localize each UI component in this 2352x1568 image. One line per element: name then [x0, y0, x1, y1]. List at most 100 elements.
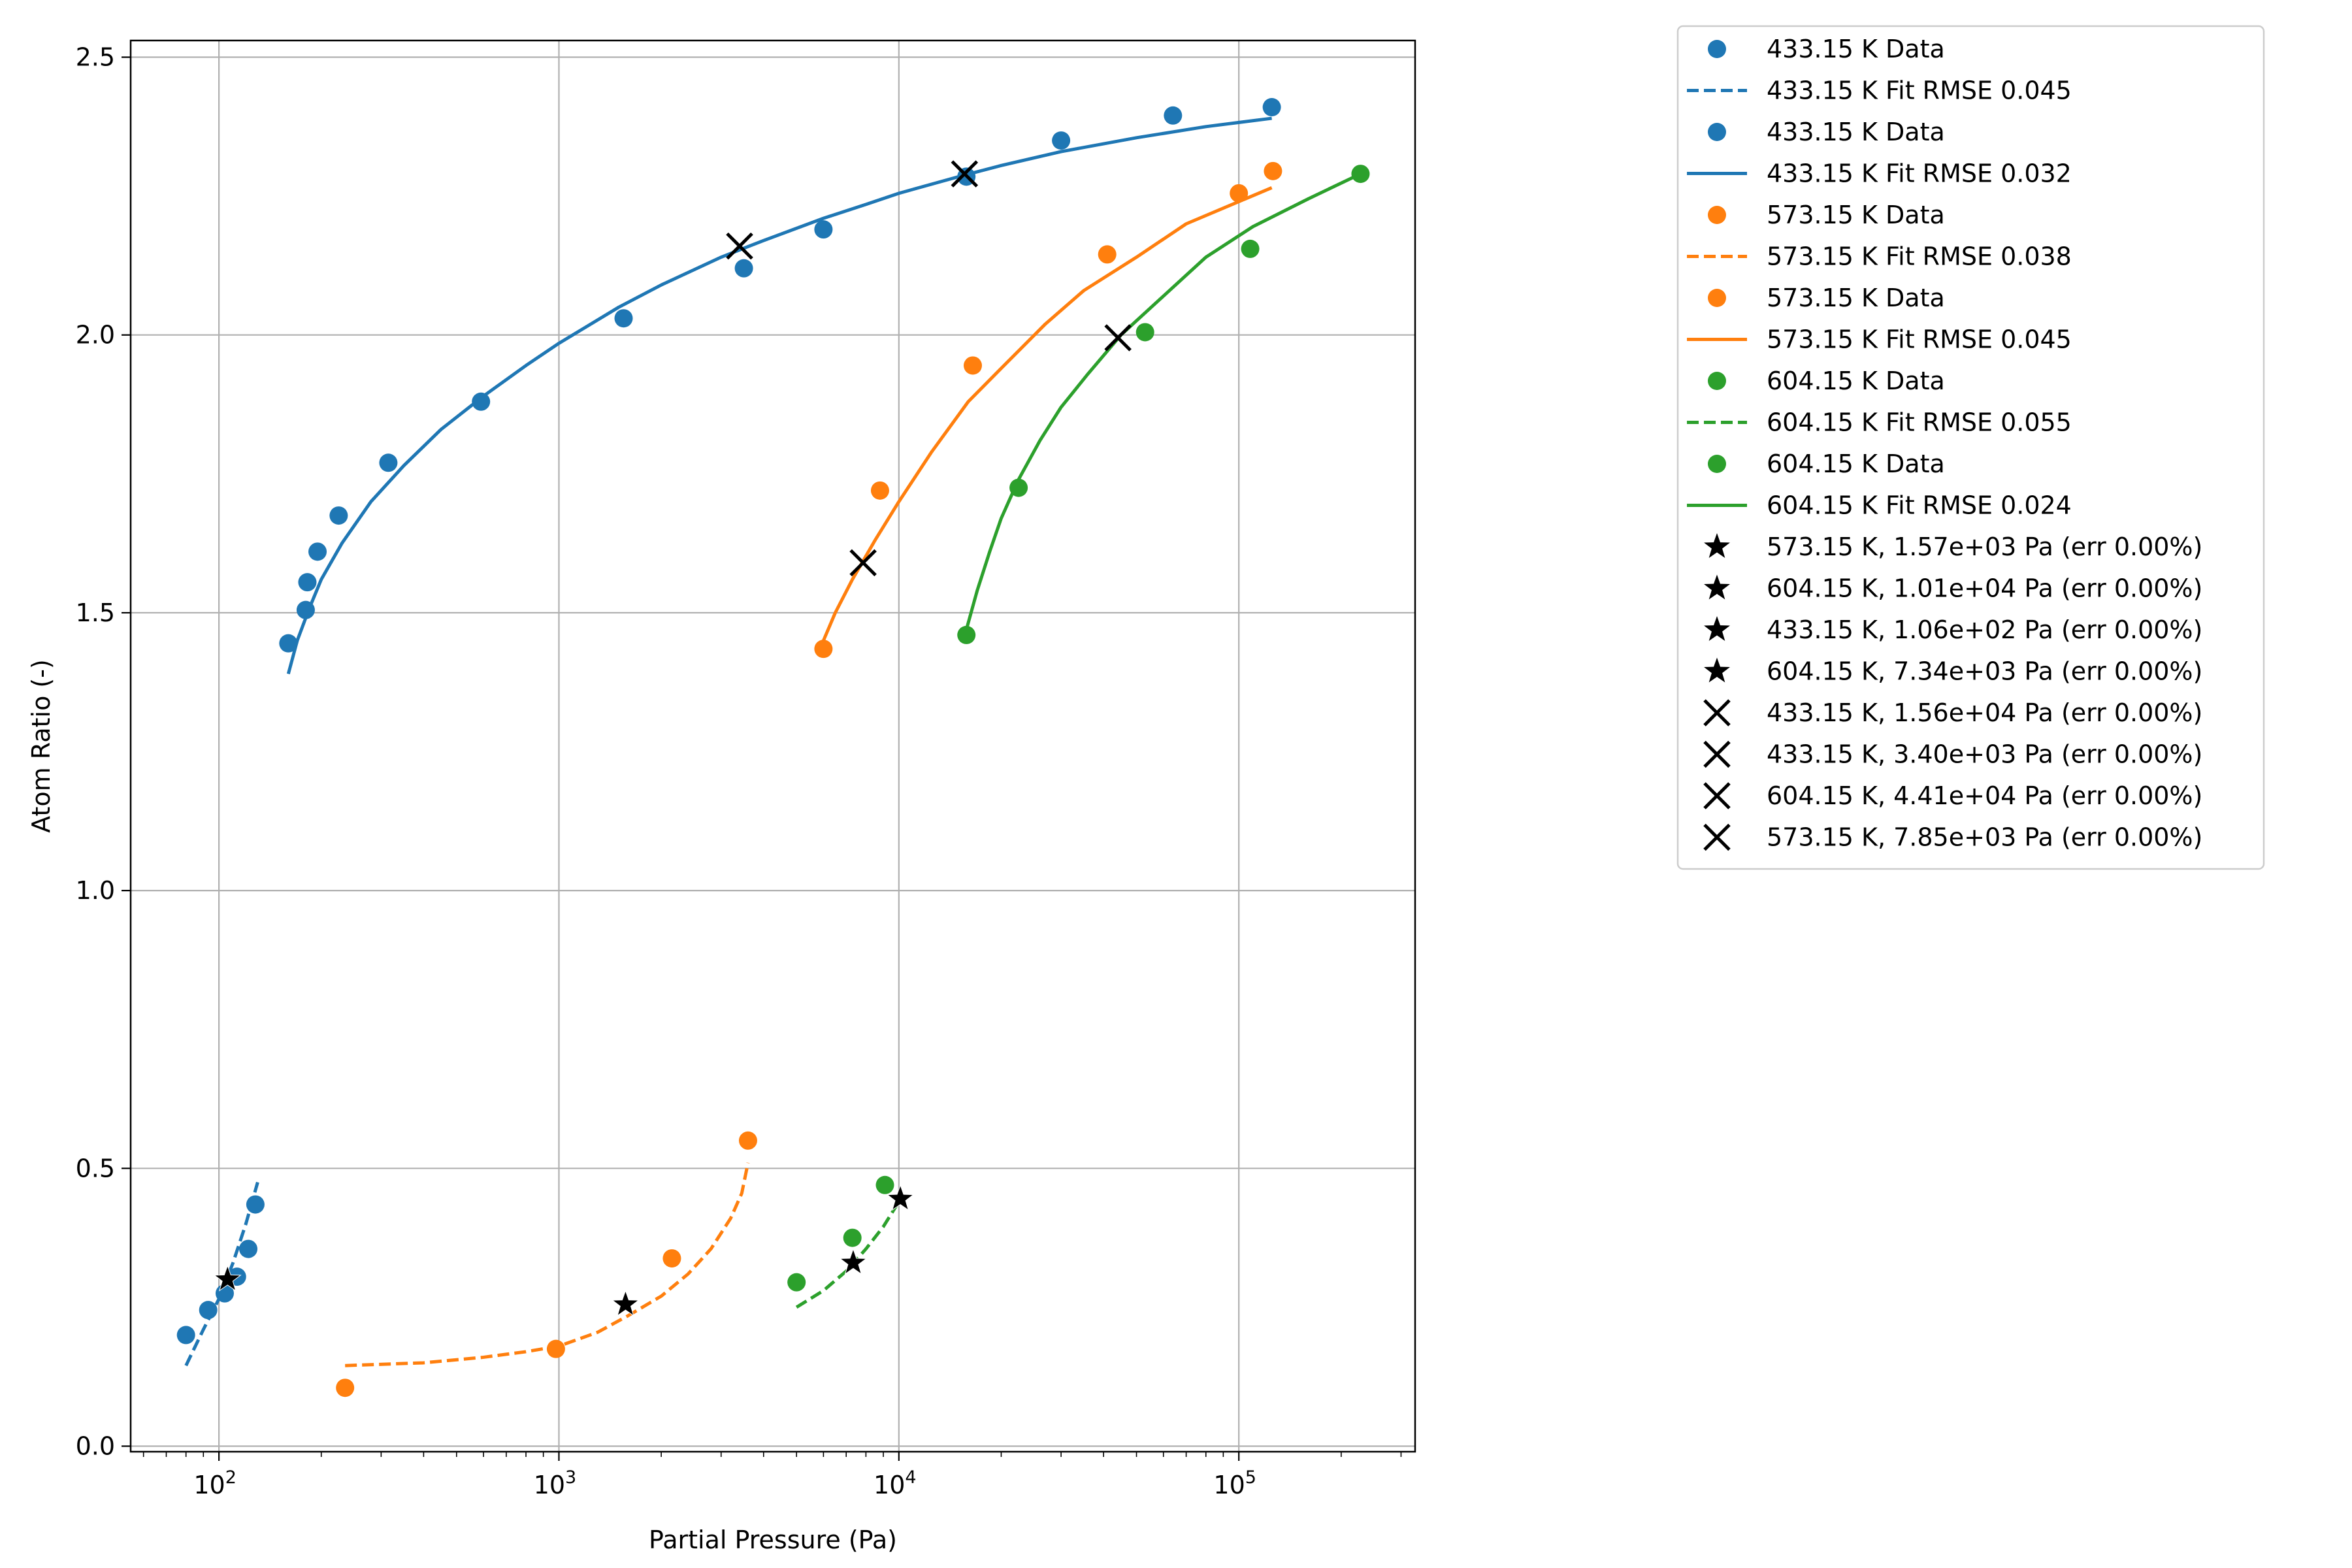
legend-label: 604.15 K, 1.01e+04 Pa (err 0.00%): [1767, 574, 2202, 603]
legend-label: 604.15 K Data: [1767, 367, 1945, 395]
y-tick-label: 1.5: [76, 598, 115, 627]
legend-label: 433.15 K Data: [1767, 118, 1945, 146]
x-marker: [726, 232, 753, 260]
data-point: [336, 1379, 355, 1397]
data-point: [1164, 106, 1183, 125]
series-line: [286, 116, 1272, 675]
data-point: [738, 1131, 757, 1150]
y-tick-label: 2.0: [76, 321, 115, 350]
legend-label: 573.15 K, 7.85e+03 Pa (err 0.00%): [1767, 823, 2202, 852]
plot-area: [176, 98, 1370, 1397]
data-point: [1135, 323, 1154, 342]
star-marker: [213, 1264, 242, 1292]
x-tick-label: 105: [1213, 1467, 1256, 1499]
plot-frame: [129, 39, 1416, 1453]
x-tick-label: 103: [534, 1467, 577, 1499]
x-marker: [951, 160, 979, 188]
y-tick-label: 1.0: [76, 876, 115, 905]
data-point: [176, 1326, 195, 1345]
legend-label: 433.15 K Data: [1767, 35, 1945, 63]
legend: 433.15 K Data 433.15 K Fit RMSE 0.045 433.…: [1676, 25, 2265, 870]
legend-label: 604.15 K, 7.34e+03 Pa (err 0.00%): [1767, 657, 2202, 686]
star-marker: [886, 1184, 915, 1211]
x-marker: [1104, 324, 1132, 351]
data-point: [298, 573, 317, 592]
legend-scatter-icon: [1708, 289, 1726, 307]
series-line: [795, 1200, 900, 1309]
legend-label: 573.15 K Fit RMSE 0.038: [1767, 242, 2072, 271]
legend-label: 433.15 K, 1.56e+04 Pa (err 0.00%): [1767, 698, 2202, 727]
legend-label: 433.15 K Fit RMSE 0.032: [1767, 159, 2072, 188]
y-tick-label: 2.5: [76, 43, 115, 72]
grid: [131, 41, 1415, 1452]
data-point: [843, 1228, 862, 1247]
legend-star-icon: [1704, 616, 1730, 641]
x-axis-label: Partial Pressure (Pa): [649, 1526, 897, 1554]
legend-box: [1676, 25, 2265, 870]
star-marker: [839, 1248, 868, 1275]
legend-star-icon: [1704, 533, 1730, 558]
x-marker: [849, 549, 877, 577]
axis-ticks: 102 103 104 105 0.0 0.5 1.0 1.5 2.0 2.5: [76, 43, 1402, 1499]
series-line: [345, 1162, 750, 1367]
legend-scatter-icon: [1708, 455, 1726, 473]
x-tick-label: 104: [874, 1467, 917, 1499]
data-point: [1264, 161, 1282, 180]
data-point: [957, 625, 976, 644]
data-point: [199, 1301, 218, 1320]
legend-label: 433.15 K, 3.40e+03 Pa (err 0.00%): [1767, 740, 2202, 769]
data-point: [1230, 184, 1249, 203]
data-point: [308, 542, 327, 561]
data-point: [787, 1273, 806, 1292]
legend-label: 604.15 K Data: [1767, 449, 1945, 478]
data-point: [1262, 98, 1281, 117]
data-point: [870, 481, 889, 500]
legend-label: 433.15 K Fit RMSE 0.045: [1767, 76, 2072, 105]
legend-x-icon: [1703, 740, 1731, 768]
legend-star-icon: [1704, 574, 1730, 600]
legend-label: 573.15 K Fit RMSE 0.045: [1767, 325, 2072, 354]
data-point: [246, 1195, 265, 1214]
series-line: [964, 172, 1362, 630]
data-point: [546, 1339, 565, 1358]
legend-x-icon: [1703, 699, 1731, 727]
data-point: [814, 220, 833, 239]
data-point: [296, 600, 315, 619]
legend-label: 604.15 K, 4.41e+04 Pa (err 0.00%): [1767, 781, 2202, 810]
y-tick-label: 0.0: [76, 1431, 115, 1460]
legend-label: 604.15 K Fit RMSE 0.024: [1767, 491, 2072, 520]
data-point: [239, 1239, 258, 1258]
legend-label: 573.15 K Data: [1767, 201, 1945, 229]
data-point: [329, 506, 348, 525]
y-axis-label: Atom Ratio (-): [27, 659, 56, 833]
data-point: [1009, 478, 1028, 497]
data-point: [1351, 165, 1370, 184]
data-point: [1052, 131, 1071, 150]
legend-x-icon: [1703, 782, 1731, 809]
legend-label: 573.15 K Data: [1767, 284, 1945, 312]
legend-star-icon: [1704, 657, 1730, 683]
legend-scatter-icon: [1708, 123, 1726, 141]
data-point: [1241, 239, 1260, 258]
legend-scatter-icon: [1708, 40, 1726, 58]
data-point: [662, 1249, 681, 1268]
legend-label: 573.15 K, 1.57e+03 Pa (err 0.00%): [1767, 532, 2202, 561]
data-point: [963, 356, 982, 375]
data-point: [379, 453, 398, 472]
data-point: [614, 309, 633, 328]
series-line: [184, 1181, 259, 1367]
series-line: [822, 186, 1273, 642]
data-point: [279, 634, 298, 653]
star-marker: [612, 1290, 640, 1316]
legend-label: 604.15 K Fit RMSE 0.055: [1767, 408, 2072, 437]
legend-x-icon: [1703, 823, 1731, 851]
x-tick-label: 102: [193, 1467, 237, 1499]
data-point: [814, 640, 833, 659]
data-point: [875, 1175, 894, 1194]
data-point: [1098, 245, 1117, 264]
legend-label: 433.15 K, 1.06e+02 Pa (err 0.00%): [1767, 615, 2202, 644]
legend-scatter-icon: [1708, 372, 1726, 390]
data-point: [734, 259, 753, 278]
legend-scatter-icon: [1708, 206, 1726, 224]
